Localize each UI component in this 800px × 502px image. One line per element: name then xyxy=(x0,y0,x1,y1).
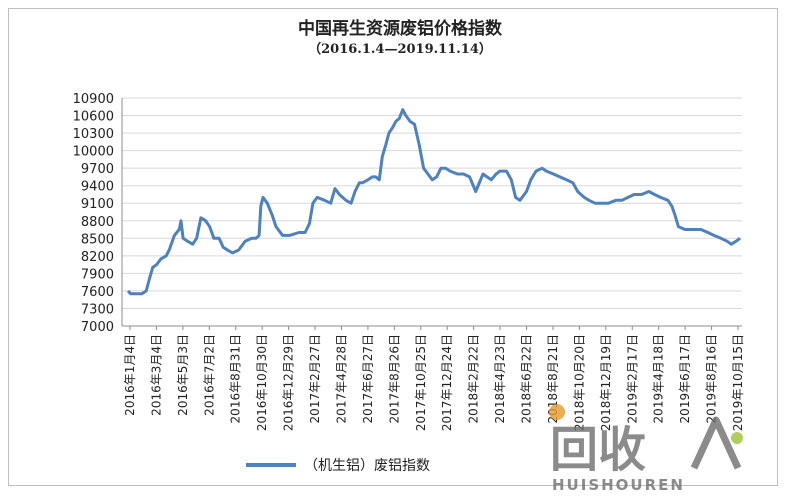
y-tick-label: 9400 xyxy=(81,180,114,195)
y-tick-label: 8200 xyxy=(81,250,114,265)
y-tick-label: 7300 xyxy=(81,302,114,317)
y-tick-label: 10900 xyxy=(73,92,114,107)
logo-person-icon xyxy=(690,416,742,470)
x-tick-label: 2016年5月3日 xyxy=(176,334,190,416)
x-tick-label: 2016年1月4日 xyxy=(123,334,137,416)
x-tick-label: 2017年12月24日 xyxy=(440,334,454,431)
x-tick-labels: 2016年1月4日 2016年3月4日 2016年5月3日 2016年7月2日 2016… xyxy=(123,334,745,431)
x-tick-label: 2018年2月22日 xyxy=(467,334,481,423)
x-tick-label: 2017年10月25日 xyxy=(414,334,428,431)
y-tick-label: 10000 xyxy=(73,145,114,160)
y-tick-label: 7900 xyxy=(81,267,114,282)
x-tick-label: 2019年4月18日 xyxy=(652,334,666,423)
x-tick-label: 2016年7月2日 xyxy=(202,334,216,416)
series-line xyxy=(126,108,741,296)
logo-dot-orange-icon xyxy=(549,404,565,420)
watermark-cn: 回收 xyxy=(550,422,646,478)
y-tick-label: 8500 xyxy=(81,232,114,247)
y-tick-label: 10600 xyxy=(73,110,114,125)
x-tick-label: 2019年10月15日 xyxy=(731,334,745,431)
x-tick-label: 2018年10月20日 xyxy=(572,334,586,431)
x-tick-label: 2017年6月27日 xyxy=(361,334,375,423)
x-tick-label: 2016年12月29日 xyxy=(282,334,296,431)
x-tick-label: 2017年2月27日 xyxy=(308,334,322,423)
chart-title: 中国再生资源废铝价格指数 xyxy=(298,19,502,39)
x-tick-label: 2019年2月17日 xyxy=(625,334,639,423)
x-tick-label: 2018年12月19日 xyxy=(599,334,613,431)
x-tick-label: 2017年8月26日 xyxy=(387,334,401,423)
x-tick-label: 2018年8月21日 xyxy=(546,334,560,423)
x-tick-label: 2019年8月16日 xyxy=(705,334,719,423)
chart-subtitle: （2016.1.4—2019.11.14） xyxy=(308,42,492,57)
logo-dot-green-icon xyxy=(731,432,743,444)
y-tick-label: 9700 xyxy=(81,162,114,177)
y-tick-label: 10300 xyxy=(73,127,114,142)
axes xyxy=(121,98,742,330)
y-tick-label: 9100 xyxy=(81,197,114,212)
y-tick-labels: 7000 7300 7600 7900 8200 8500 8800 9100 9400 9700… xyxy=(73,92,114,335)
x-tick-label: 2017年4月28日 xyxy=(334,334,348,423)
x-tick-label: 2019年6月17日 xyxy=(678,334,692,423)
grid-lines xyxy=(122,97,742,309)
x-tick-label: 2016年8月31日 xyxy=(229,334,243,423)
watermark-en: HUISHOUREN xyxy=(552,476,685,494)
x-tick-label: 2018年4月23日 xyxy=(493,334,507,423)
chart-frame xyxy=(8,8,778,486)
x-tick-label: 2016年10月30日 xyxy=(255,334,269,431)
series-lines xyxy=(126,108,741,296)
y-tick-label: 7000 xyxy=(81,320,114,335)
legend-label: （机生铝）废铝指数 xyxy=(304,458,430,474)
x-tick-label: 2018年6月22日 xyxy=(520,334,534,423)
y-tick-label: 7600 xyxy=(81,285,114,300)
watermark-logo: 回收 HUISHOUREN xyxy=(544,398,754,498)
y-tick-label: 8800 xyxy=(81,215,114,230)
x-tick-label: 2016年3月4日 xyxy=(149,334,163,416)
legend: （机生铝）废铝指数 xyxy=(246,458,430,474)
